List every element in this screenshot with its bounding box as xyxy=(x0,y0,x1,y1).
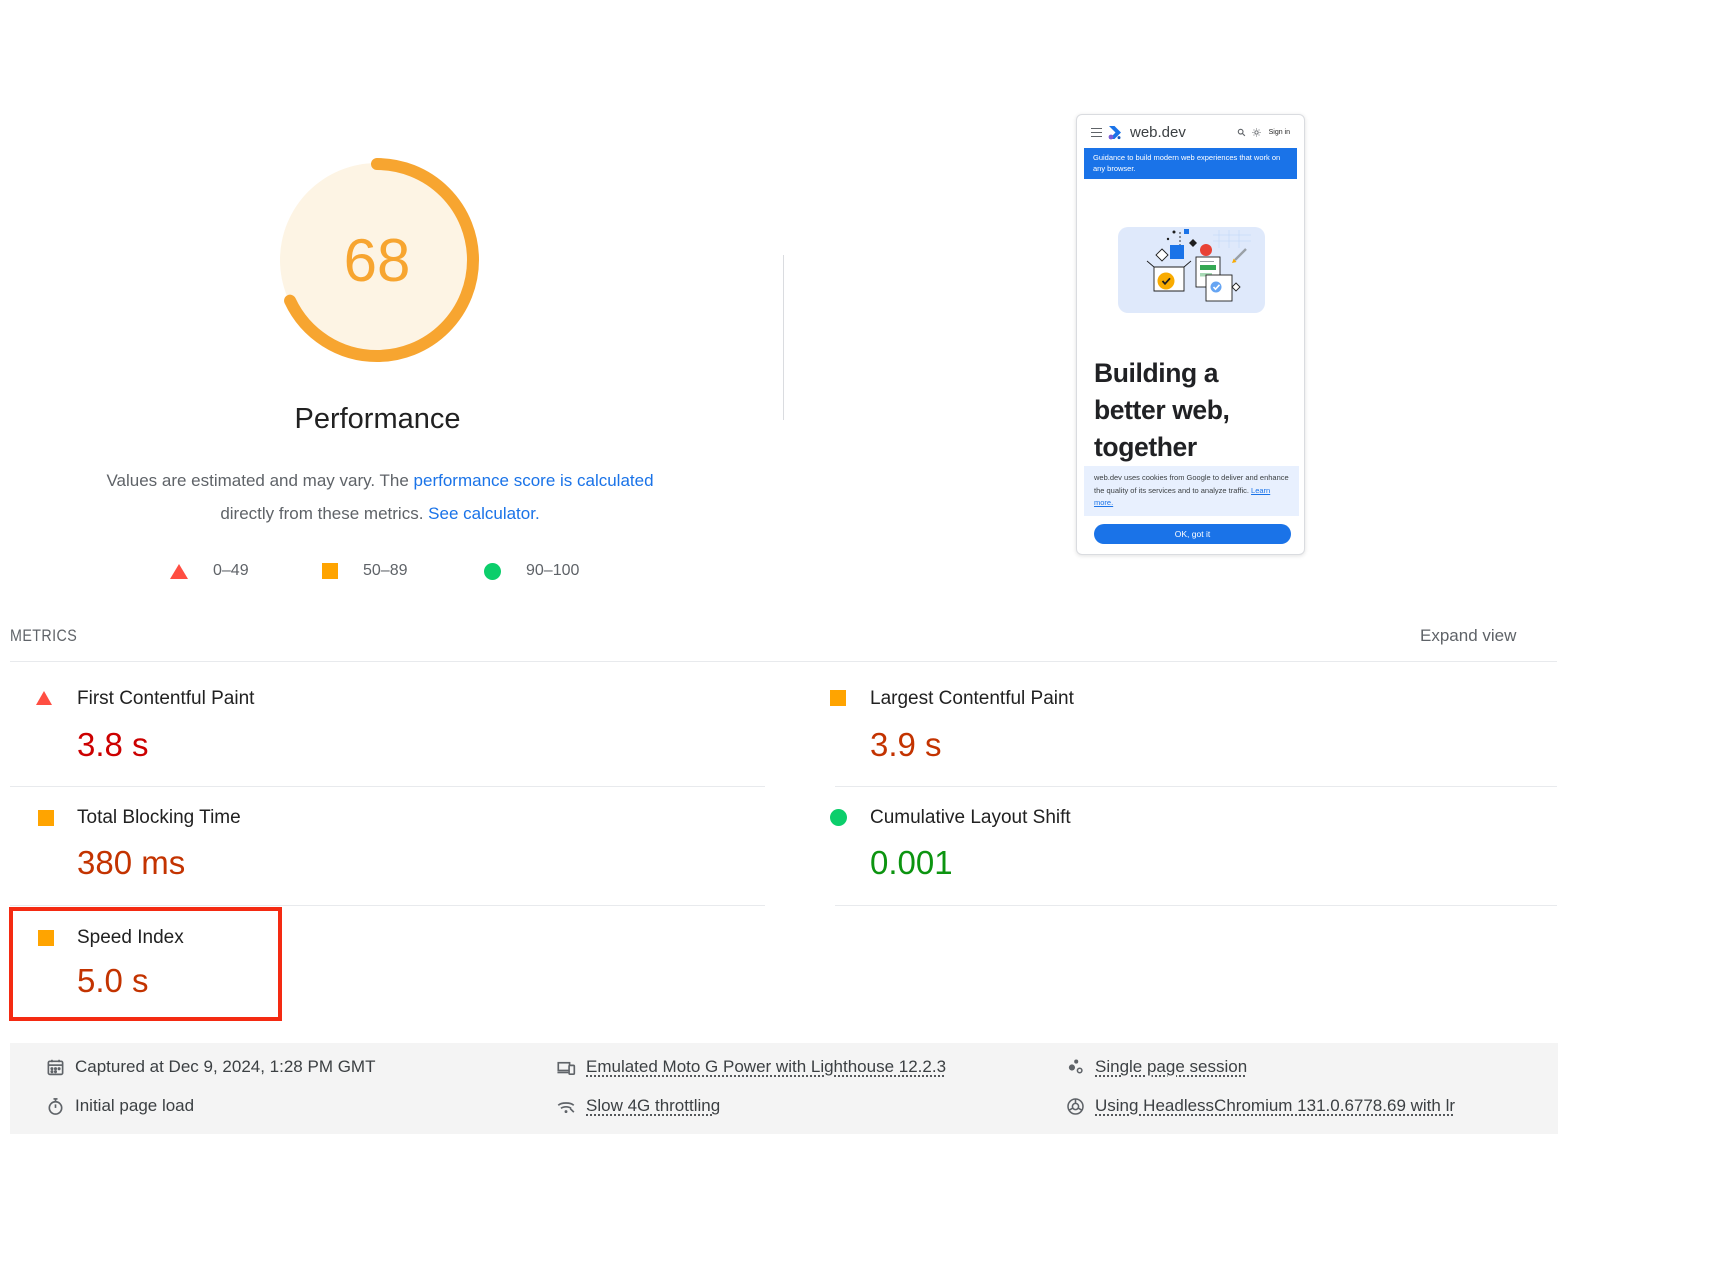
divider xyxy=(835,786,1557,787)
emulated-device-text[interactable]: Emulated Moto G Power with Lighthouse 12… xyxy=(586,1057,947,1076)
divider xyxy=(10,661,1557,662)
sign-in-label: Sign in xyxy=(1268,129,1290,136)
speed-index-highlight-box xyxy=(9,907,282,1021)
fail-triangle-icon xyxy=(36,691,52,705)
description-text-1: Values are estimated and may vary. The xyxy=(106,471,414,490)
stopwatch-icon xyxy=(48,1097,63,1115)
performance-gauge[interactable]: 68 xyxy=(272,155,482,365)
initial-page-load-text: Initial page load xyxy=(75,1096,195,1115)
throttling-text[interactable]: Slow 4G throttling xyxy=(586,1096,721,1115)
hero-illustration xyxy=(1118,227,1265,313)
captured-at: Captured at Dec 9, 2024, 1:28 PM GMT xyxy=(46,1057,375,1077)
pass-circle-icon xyxy=(484,562,501,580)
gauge-svg xyxy=(275,158,479,362)
expand-view-button[interactable]: Expand view xyxy=(1420,626,1517,645)
session-type-text[interactable]: Single page session xyxy=(1095,1057,1248,1076)
score-description: Values are estimated and may vary. The p… xyxy=(35,464,725,530)
menu-icon xyxy=(1091,127,1102,138)
metric-label-largest-contentful-paint: Largest Contentful Paint xyxy=(870,688,1074,709)
metric-value-total-blocking-time: 380 ms xyxy=(77,844,186,881)
metric-label-first-contentful-paint: First Contentful Paint xyxy=(77,688,255,709)
legend-range-label: 90–100 xyxy=(526,562,580,579)
metric-label-speed-index: Speed Index xyxy=(77,927,184,948)
chromium-icon xyxy=(1067,1097,1084,1115)
site-headline: Building a better web, together xyxy=(1094,358,1230,462)
chromium-version-text[interactable]: Using HeadlessChromium 131.0.6778.69 wit… xyxy=(1095,1096,1456,1115)
run-settings-footer: Captured at Dec 9, 2024, 1:28 PM GMT Ini… xyxy=(10,1043,1558,1134)
network-throttle-icon xyxy=(557,1101,575,1113)
see-calculator-link[interactable]: See calculator. xyxy=(428,504,540,523)
fail-triangle-icon xyxy=(170,563,188,579)
emulated-device: Emulated Moto G Power with Lighthouse 12… xyxy=(556,1057,946,1077)
page-screenshot-thumbnail: web.dev Sign in Guidance to build modern… xyxy=(1076,114,1305,555)
metric-value-largest-contentful-paint: 3.9 s xyxy=(870,726,942,763)
pass-circle-icon xyxy=(830,809,847,826)
description-text-2: directly from these metrics. xyxy=(220,504,429,523)
cookie-notice: web.dev uses cookies from Google to deli… xyxy=(1084,466,1299,516)
hero-illustration-art xyxy=(1146,229,1251,302)
divider xyxy=(10,905,765,906)
initial-page-load: Initial page load xyxy=(46,1096,194,1116)
performance-score: 68 xyxy=(343,226,411,294)
metric-value-speed-index: 5.0 s xyxy=(77,962,149,999)
site-banner: Guidance to build modern web experiences… xyxy=(1084,148,1297,179)
chromium-version: Using HeadlessChromium 131.0.6778.69 wit… xyxy=(1066,1096,1455,1116)
throttling: Slow 4G throttling xyxy=(556,1096,720,1116)
gauge-fill xyxy=(280,163,474,357)
average-square-icon xyxy=(830,690,846,706)
site-name: web.dev xyxy=(1130,124,1186,141)
average-square-icon xyxy=(38,810,54,826)
legend-range-label: 50–89 xyxy=(363,562,408,579)
performance-score-calc-link[interactable]: performance score is calculated xyxy=(413,471,654,490)
average-square-icon xyxy=(38,930,54,946)
cookie-text: web.dev uses cookies from Google to deli… xyxy=(1094,473,1289,495)
legend-range-fail: 0–49 xyxy=(170,562,249,580)
devices-icon xyxy=(557,1061,576,1075)
performance-title: Performance xyxy=(294,403,461,435)
cookie-ok-button: OK, got it xyxy=(1094,524,1291,544)
single-page-session-icon xyxy=(1068,1059,1083,1073)
thumb-site-header: web.dev Sign in xyxy=(1077,115,1304,148)
divider xyxy=(835,905,1557,906)
session-type: Single page session xyxy=(1066,1057,1247,1077)
metric-label-total-blocking-time: Total Blocking Time xyxy=(77,807,241,828)
theme-toggle-icon xyxy=(1252,128,1261,137)
legend-range-label: 0–49 xyxy=(213,562,249,579)
average-square-icon xyxy=(322,563,338,579)
calendar-icon xyxy=(47,1059,64,1075)
search-icon xyxy=(1237,128,1245,137)
legend-range-pass: 90–100 xyxy=(484,562,579,580)
legend-range-average: 50–89 xyxy=(322,562,408,580)
gauge-arc xyxy=(275,158,479,362)
metrics-section-title: METRICS xyxy=(10,626,78,645)
captured-at-text: Captured at Dec 9, 2024, 1:28 PM GMT xyxy=(75,1057,376,1076)
column-divider xyxy=(783,255,784,420)
webdev-logo-icon xyxy=(1108,126,1121,140)
metric-value-first-contentful-paint: 3.8 s xyxy=(77,726,149,763)
learn-more-link: Learn more. xyxy=(1094,485,1271,508)
divider xyxy=(10,786,765,787)
metric-value-cumulative-layout-shift: 0.001 xyxy=(870,844,953,881)
metric-label-cumulative-layout-shift: Cumulative Layout Shift xyxy=(870,807,1071,828)
